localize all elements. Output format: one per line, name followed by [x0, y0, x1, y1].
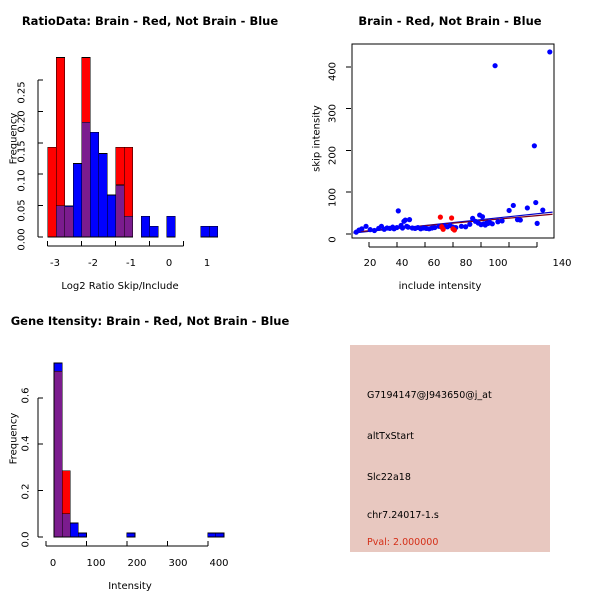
scatter-svg — [346, 43, 555, 248]
gene-bar-blue — [78, 532, 87, 538]
scatter-xtick-0: 20 — [363, 258, 377, 269]
scatter-point-blue — [499, 218, 505, 224]
scatter-xtick-5: 140 — [552, 258, 572, 269]
scatter-point-blue — [402, 217, 408, 223]
panel-gene-histogram: Gene Itensity: Brain - Red, Not Brain - … — [0, 300, 300, 600]
scatter-point-blue — [406, 217, 413, 223]
scatter-point-blue — [363, 223, 369, 229]
panel-ratio-histogram: RatioData: Brain - Red, Not Brain - Blue… — [0, 0, 300, 300]
ratio-histogram-xlabel: Log2 Ratio Skip/Include — [61, 281, 179, 292]
gene-xtick-4: 400 — [209, 558, 229, 569]
scatter-point-blue — [510, 202, 516, 209]
ratio-bar-overlap — [55, 205, 66, 238]
gene-histogram-xlabel: Intensity — [108, 581, 152, 592]
panel-scatter: Brain - Red, Not Brain - Blue skip inten… — [300, 0, 600, 300]
scatter-point-blue — [531, 143, 537, 149]
scatter-point-blue — [534, 220, 540, 226]
scatter-point-blue — [524, 205, 530, 211]
ratio-bar-red — [47, 146, 57, 238]
gene-x-axis — [45, 541, 209, 547]
scatter-point-blue — [533, 199, 539, 206]
gene-histogram-svg — [37, 362, 225, 547]
gene-xtick-2: 200 — [127, 558, 147, 569]
scatter-point-blue — [405, 224, 411, 230]
ratio-bar-blue — [166, 215, 176, 238]
gene-bar-blue — [69, 522, 79, 538]
info-event-type: altTxStart — [367, 431, 414, 442]
gene-info-box: G7194147@J943650@j_at altTxStart Slc22a1… — [350, 345, 550, 552]
gene-xtick-0: 0 — [49, 558, 57, 569]
ratio-bar-overlap — [123, 215, 134, 238]
ratio-xtick-3: 0 — [165, 258, 173, 269]
scatter-point-blue — [489, 221, 495, 227]
scatter-point-red — [437, 214, 443, 220]
gene-bar-blue — [53, 362, 63, 372]
ratio-bar-blue — [64, 205, 74, 208]
ratio-bar-overlap — [81, 121, 91, 238]
info-locus: chr7.24017-1.s — [367, 510, 439, 521]
scatter-point-red — [448, 215, 455, 221]
scatter-point-blue — [467, 221, 473, 227]
ratio-xtick-1: -2 — [88, 258, 98, 269]
ratio-bar-blue — [106, 194, 117, 238]
ratio-bar-blue — [208, 225, 219, 238]
gene-histogram-title: Gene Itensity: Brain - Red, Not Brain - … — [10, 314, 290, 328]
scatter-point-blue — [359, 226, 365, 232]
info-pval: Pval: 2.000000 — [367, 537, 439, 548]
info-probeset-id: G7194147@J943650@j_at — [367, 390, 492, 401]
ratio-bar-blue — [140, 215, 151, 238]
scatter-point-blue — [479, 214, 486, 220]
ratio-bar-overlap — [64, 206, 74, 238]
scatter-point-blue — [399, 225, 406, 231]
scatter-point-blue — [517, 217, 523, 223]
scatter-point-red — [451, 227, 458, 233]
scatter-plot-frame — [351, 43, 555, 239]
panel-info: G7194147@J943650@j_at altTxStart Slc22a1… — [300, 300, 600, 600]
scatter-point-blue — [458, 223, 465, 229]
scatter-xtick-3: 80 — [459, 258, 473, 269]
scatter-point-blue — [506, 207, 512, 214]
scatter-xtick-1: 40 — [395, 258, 409, 269]
gene-bar-overlap — [61, 513, 71, 538]
ratio-bar-blue — [149, 225, 159, 238]
ratio-bar-blue — [72, 163, 83, 238]
scatter-point-blue — [367, 227, 373, 233]
gene-bar-blue — [215, 532, 225, 538]
gene-bar-blue — [207, 532, 217, 538]
scatter-xlabel: include intensity — [398, 281, 482, 292]
scatter-title: Brain - Red, Not Brain - Blue — [358, 14, 542, 28]
ratio-bar-blue — [98, 153, 108, 238]
gene-xtick-3: 300 — [168, 558, 188, 569]
scatter-xtick-4: 100 — [488, 258, 508, 269]
scatter-point-blue — [495, 219, 501, 225]
scatter-xtick-2: 60 — [427, 258, 441, 269]
ratio-y-axis — [37, 79, 43, 238]
ratio-x-axis — [47, 241, 185, 247]
scatter-point-red — [440, 226, 446, 232]
ratio-bar-blue — [89, 131, 100, 238]
gene-bar-blue — [126, 532, 136, 538]
gene-bar-overlap — [53, 370, 63, 538]
scatter-point-blue — [547, 49, 553, 55]
ratio-xtick-0: -3 — [50, 258, 60, 269]
gene-xtick-1: 100 — [86, 558, 106, 569]
scatter-point-blue — [492, 63, 498, 69]
gene-y-axis — [37, 397, 43, 538]
ratio-bar-blue — [200, 225, 210, 238]
scatter-point-blue — [395, 208, 401, 214]
scatter-point-blue — [432, 224, 438, 231]
ratio-histogram-title: RatioData: Brain - Red, Not Brain - Blue — [21, 14, 279, 28]
scatter-point-blue — [394, 224, 400, 231]
ratio-xtick-2: -1 — [126, 258, 136, 269]
ratio-xtick-4: 1 — [203, 258, 211, 269]
scatter-point-blue — [463, 224, 469, 230]
ratio-histogram-svg — [37, 57, 219, 247]
scatter-point-blue — [540, 207, 546, 213]
scatter-point-blue — [371, 227, 378, 234]
info-gene-symbol: Slc22a18 — [367, 472, 411, 483]
ratio-bar-overlap — [115, 184, 125, 238]
scatter-x-axis — [368, 242, 538, 248]
scatter-y-axis-ticks — [346, 66, 351, 235]
